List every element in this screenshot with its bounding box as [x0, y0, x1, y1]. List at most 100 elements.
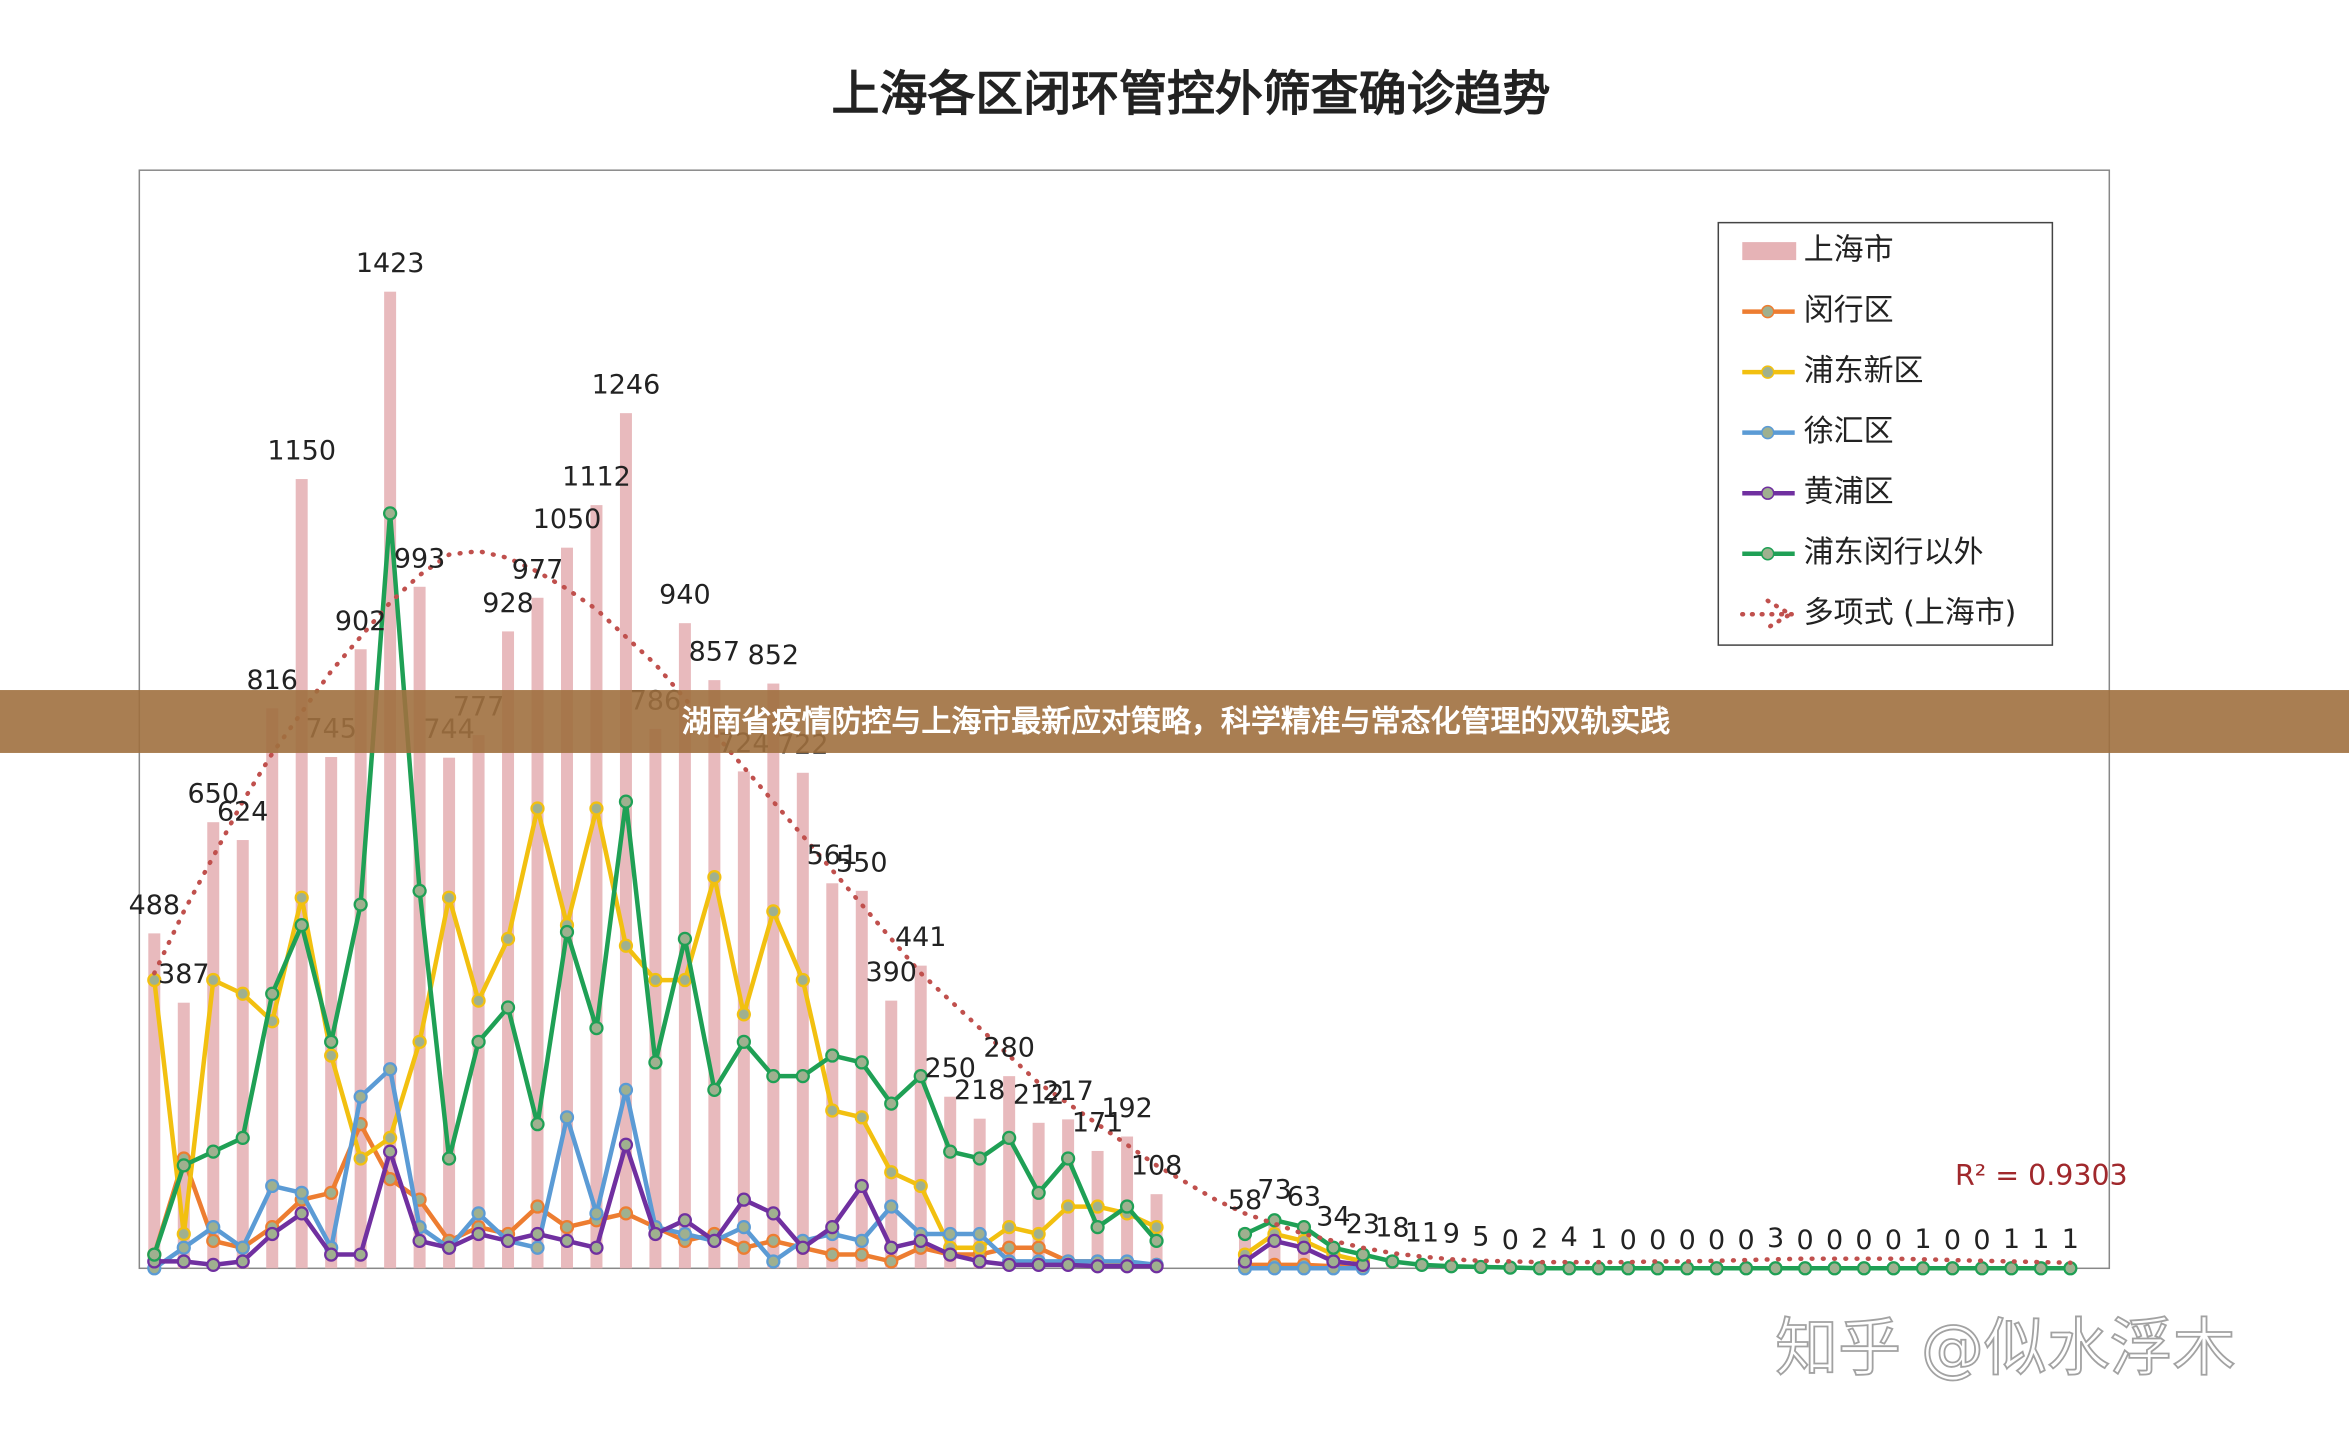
marker	[530, 801, 545, 816]
legend-label: 上海市	[1804, 233, 1894, 268]
marker	[913, 1178, 928, 1194]
bar	[619, 413, 632, 1269]
data-label: 390	[866, 957, 917, 988]
marker	[206, 1220, 221, 1235]
bar	[944, 1096, 957, 1269]
marker	[736, 1240, 751, 1255]
marker	[766, 1069, 781, 1084]
marker	[884, 1096, 899, 1111]
legend-swatch	[1761, 546, 1775, 561]
marker	[1797, 1261, 1813, 1276]
marker	[972, 1254, 987, 1269]
marker	[530, 1199, 545, 1214]
data-label: 857	[689, 637, 740, 668]
bar	[384, 291, 397, 1269]
marker	[294, 918, 309, 933]
data-label: 58	[1228, 1185, 1262, 1216]
marker	[1915, 1261, 1931, 1276]
data-label: 993	[394, 543, 445, 574]
bar	[1062, 1119, 1075, 1269]
marker	[353, 897, 368, 912]
bar	[708, 680, 721, 1269]
bar	[649, 728, 662, 1269]
data-label: 0	[1944, 1225, 1961, 1256]
legend-swatch	[1761, 365, 1775, 379]
marker	[825, 1103, 840, 1118]
data-label: 171	[1072, 1107, 1123, 1138]
data-label: 624	[217, 797, 268, 828]
bar	[443, 757, 456, 1269]
marker	[530, 1226, 545, 1242]
marker	[265, 1226, 280, 1242]
marker	[324, 1185, 339, 1200]
marker	[1002, 1240, 1017, 1255]
marker	[677, 1213, 693, 1228]
marker	[383, 1130, 398, 1146]
marker	[559, 924, 575, 940]
data-label: 441	[895, 922, 946, 953]
data-label: 218	[954, 1075, 1005, 1106]
data-label: 1	[2032, 1224, 2049, 1255]
marker	[1237, 1226, 1253, 1242]
marker	[589, 1240, 604, 1255]
data-label: 250	[924, 1053, 975, 1084]
marker	[589, 1020, 604, 1036]
marker	[1031, 1185, 1046, 1200]
data-label: 23	[1346, 1209, 1380, 1240]
data-label: 192	[1101, 1093, 1152, 1124]
bar	[826, 883, 839, 1269]
marker	[383, 1144, 398, 1159]
legend-swatch	[1740, 598, 1797, 630]
marker	[559, 1110, 575, 1125]
legend-label: 黄浦区	[1804, 475, 1894, 510]
marker	[1621, 1261, 1636, 1276]
marker	[1385, 1254, 1400, 1269]
marker	[825, 1048, 840, 1063]
legend-swatch	[1761, 486, 1775, 500]
marker	[1650, 1261, 1665, 1276]
marker	[913, 1233, 928, 1248]
marker	[265, 986, 280, 1001]
data-label: 0	[1855, 1225, 1872, 1256]
watermark: 知乎 @似水浮木	[1775, 1311, 2235, 1384]
marker	[1002, 1257, 1017, 1272]
data-label: 0	[1826, 1225, 1843, 1256]
marker	[2033, 1261, 2048, 1276]
marker	[1296, 1261, 1312, 1276]
marker	[854, 1110, 869, 1125]
bar	[148, 933, 161, 1269]
marker	[1562, 1261, 1577, 1276]
data-label: 550	[836, 847, 887, 878]
marker	[441, 1151, 457, 1166]
data-label: 0	[1679, 1225, 1696, 1256]
marker	[235, 1240, 250, 1255]
marker	[1503, 1260, 1518, 1275]
marker	[854, 1055, 869, 1070]
banner-text: 湖南省疫情防控与上海市最新应对策略，科学精准与常态化管理的双轨实践	[682, 704, 1671, 739]
data-label: 1423	[356, 248, 425, 279]
marker	[1002, 1220, 1017, 1235]
marker	[1090, 1199, 1105, 1214]
marker	[471, 1226, 486, 1242]
bar	[295, 479, 308, 1269]
marker	[825, 1247, 840, 1262]
marker	[1856, 1261, 1872, 1276]
bar	[1003, 1076, 1016, 1269]
marker	[1119, 1259, 1135, 1274]
data-label: 217	[1042, 1076, 1093, 1107]
bar	[855, 890, 868, 1269]
bar	[207, 822, 220, 1269]
marker	[707, 1233, 722, 1248]
data-label: 9	[1443, 1219, 1460, 1250]
marker	[795, 972, 810, 988]
legend-swatch	[1742, 242, 1797, 261]
trend-line	[152, 548, 2073, 1266]
marker	[943, 1226, 958, 1242]
data-label: 63	[1287, 1182, 1321, 1213]
marker	[707, 1082, 722, 1097]
marker	[1267, 1233, 1282, 1248]
data-label: 561	[807, 840, 858, 871]
data-label: 2	[1531, 1223, 1548, 1254]
marker	[1090, 1259, 1105, 1274]
